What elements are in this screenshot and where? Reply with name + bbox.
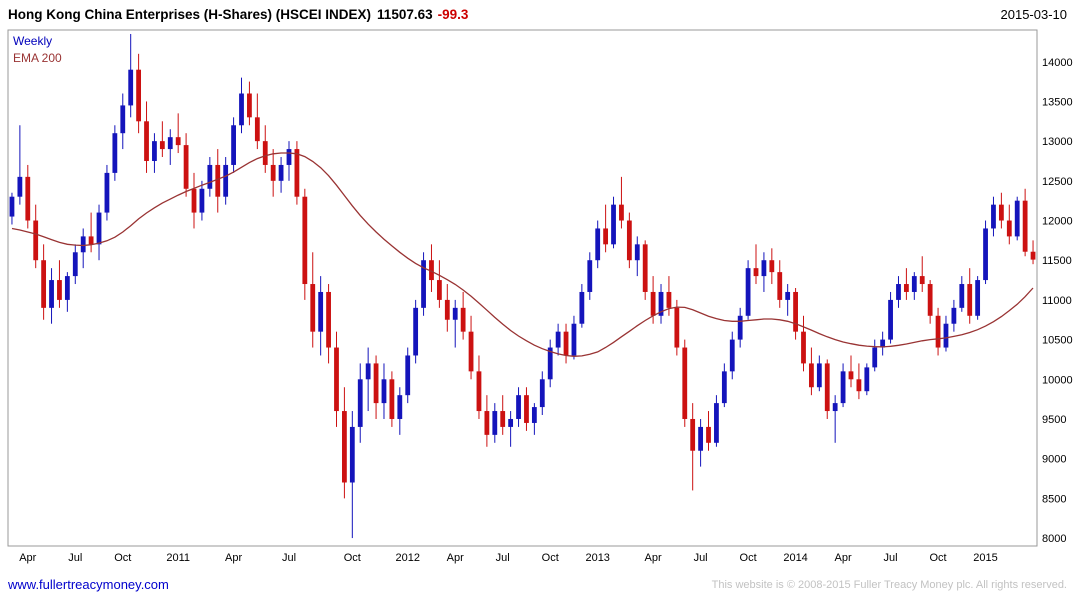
instrument-name: Hong Kong China Enterprises (H-Shares) (… [8,6,372,22]
svg-text:13000: 13000 [1042,136,1073,148]
website-link[interactable]: www.fullertreacymoney.com [8,577,169,592]
svg-text:12000: 12000 [1042,216,1073,228]
chart-title: Hong Kong China Enterprises (H-Shares) (… [8,7,468,22]
svg-text:13500: 13500 [1042,96,1073,108]
svg-text:Apr: Apr [645,552,662,564]
svg-text:Apr: Apr [447,552,464,564]
y-axis-labels: 8000 8500 9000 9500 10000 10500 11000 11500 1200… [1042,57,1073,545]
svg-text:Jul: Jul [496,552,510,564]
chart-header: Hong Kong China Enterprises (H-Shares) (… [0,0,1075,28]
svg-text:2015: 2015 [973,552,997,564]
svg-text:Oct: Oct [344,552,361,564]
svg-text:9000: 9000 [1042,454,1066,466]
svg-text:12500: 12500 [1042,176,1073,188]
svg-text:Oct: Oct [542,552,559,564]
price-change: -99.3 [437,6,469,22]
svg-text:Oct: Oct [114,552,131,564]
chart-legend: Weekly EMA 200 [13,33,62,67]
svg-text:Jul: Jul [282,552,296,564]
timeframe-label: Weekly [13,34,53,48]
ema-label: EMA 200 [13,51,62,65]
svg-text:2013: 2013 [585,552,609,564]
svg-text:10000: 10000 [1042,374,1073,386]
last-price: 11507.63 [377,6,433,22]
svg-text:Jul: Jul [694,552,708,564]
svg-text:Oct: Oct [740,552,757,564]
ema-line [11,152,1034,357]
chart-date: 2015-03-10 [1000,6,1068,22]
svg-text:2014: 2014 [783,552,807,564]
svg-text:9500: 9500 [1042,414,1066,426]
svg-text:Oct: Oct [929,552,946,564]
plot-border [7,29,1038,547]
svg-text:10500: 10500 [1042,335,1073,347]
candles-layer [9,33,1036,539]
svg-text:14000: 14000 [1042,57,1073,69]
chart-footer: www.fullertreacymoney.com This website i… [0,577,1075,592]
svg-text:Apr: Apr [225,552,242,564]
svg-text:11500: 11500 [1042,255,1072,267]
svg-text:11000: 11000 [1042,295,1072,307]
copyright-text: This website is © 2008-2015 Fuller Treac… [711,578,1067,591]
svg-text:8000: 8000 [1042,533,1066,545]
svg-text:Apr: Apr [835,552,852,564]
price-chart[interactable]: 8000 8500 9000 9500 10000 10500 11000 11500 1200… [0,0,1075,572]
x-axis-labels: Apr Jul Oct 2011 Apr Jul Oct 2012 Apr Jul Oct 2013 A… [19,552,998,564]
svg-text:Jul: Jul [884,552,898,564]
svg-text:2012: 2012 [395,552,419,564]
svg-text:8500: 8500 [1042,493,1066,505]
svg-text:Jul: Jul [68,552,82,564]
svg-text:2011: 2011 [166,552,190,564]
svg-text:Apr: Apr [19,552,36,564]
